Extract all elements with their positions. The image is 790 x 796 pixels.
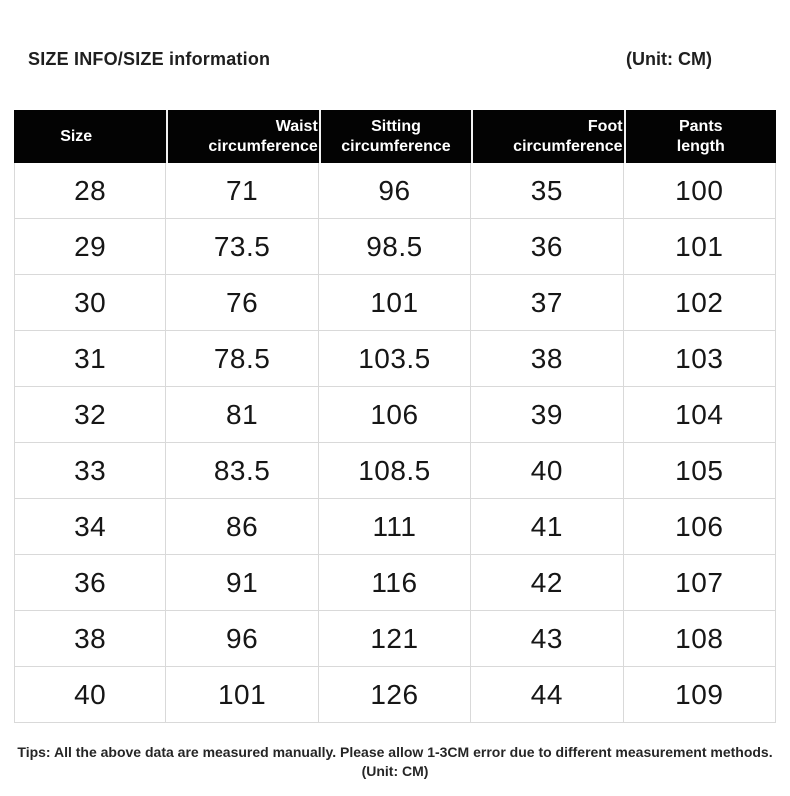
table-row: 31 78.5 103.5 38 103 bbox=[14, 331, 776, 387]
table-cell: 103.5 bbox=[318, 331, 472, 387]
table-cell: 31 bbox=[14, 331, 167, 387]
table-cell: 106 bbox=[623, 499, 776, 555]
unit-label-bottom: (Unit: CM) bbox=[361, 763, 429, 779]
table-cell: 42 bbox=[471, 555, 624, 611]
table-cell: 39 bbox=[471, 387, 624, 443]
table-cell: 32 bbox=[14, 387, 167, 443]
table-cell: 91 bbox=[166, 555, 319, 611]
table-cell: 73.5 bbox=[166, 219, 319, 275]
table-cell: 86 bbox=[166, 499, 319, 555]
table-cell: 71 bbox=[166, 163, 319, 219]
table-row: 28 71 96 35 100 bbox=[14, 163, 776, 219]
unit-label-top: (Unit: CM) bbox=[626, 49, 712, 69]
table-cell: 101 bbox=[623, 219, 776, 275]
table-cell: 40 bbox=[14, 667, 167, 723]
column-header-waist-circumference: Waist circumference bbox=[166, 110, 319, 163]
table-cell: 30 bbox=[14, 275, 167, 331]
table-row: 29 73.5 98.5 36 101 bbox=[14, 219, 776, 275]
column-header-foot-circumference: Foot circumference bbox=[471, 110, 624, 163]
table-cell: 28 bbox=[14, 163, 167, 219]
table-row: 36 91 116 42 107 bbox=[14, 555, 776, 611]
table-cell: 109 bbox=[623, 667, 776, 723]
column-header-pants-length: Pants length bbox=[623, 110, 776, 163]
table-cell: 43 bbox=[471, 611, 624, 667]
table-cell: 33 bbox=[14, 443, 167, 499]
table-cell: 98.5 bbox=[318, 219, 472, 275]
table-cell: 108 bbox=[623, 611, 776, 667]
tips-text: Tips: All the above data are measured ma… bbox=[17, 744, 773, 760]
table-cell: 76 bbox=[166, 275, 319, 331]
table-cell: 83.5 bbox=[166, 443, 319, 499]
table-row: 38 96 121 43 108 bbox=[14, 611, 776, 667]
table-cell: 106 bbox=[318, 387, 472, 443]
table-cell: 44 bbox=[471, 667, 624, 723]
table-row: 34 86 111 41 106 bbox=[14, 499, 776, 555]
table-cell: 40 bbox=[471, 443, 624, 499]
table-cell: 108.5 bbox=[318, 443, 472, 499]
table-header-row: Size Waist circumference Sitting circumferen… bbox=[14, 110, 776, 163]
footer-tips: Tips: All the above data are measured ma… bbox=[0, 743, 790, 781]
table-header: Size Waist circumference Sitting circumferen… bbox=[14, 110, 776, 163]
table-cell: 101 bbox=[318, 275, 472, 331]
column-header-sitting-circumference: Sitting circumference bbox=[318, 110, 472, 163]
table-cell: 107 bbox=[623, 555, 776, 611]
page-header: SIZE INFO/SIZE information (Unit: CM) bbox=[0, 0, 790, 71]
column-header-size: Size bbox=[14, 110, 167, 163]
table-cell: 38 bbox=[14, 611, 167, 667]
table-cell: 104 bbox=[623, 387, 776, 443]
table-cell: 36 bbox=[471, 219, 624, 275]
table-cell: 81 bbox=[166, 387, 319, 443]
table-cell: 41 bbox=[471, 499, 624, 555]
size-table: Size Waist circumference Sitting circumferen… bbox=[14, 110, 776, 723]
table-cell: 101 bbox=[166, 667, 319, 723]
table-cell: 111 bbox=[318, 499, 472, 555]
table-cell: 78.5 bbox=[166, 331, 319, 387]
table-cell: 96 bbox=[318, 163, 472, 219]
table-row: 40 101 126 44 109 bbox=[14, 667, 776, 723]
table-cell: 116 bbox=[318, 555, 472, 611]
table-row: 30 76 101 37 102 bbox=[14, 275, 776, 331]
table-cell: 96 bbox=[166, 611, 319, 667]
table-cell: 29 bbox=[14, 219, 167, 275]
table-cell: 102 bbox=[623, 275, 776, 331]
table-cell: 34 bbox=[14, 499, 167, 555]
table-cell: 36 bbox=[14, 555, 167, 611]
table-row: 33 83.5 108.5 40 105 bbox=[14, 443, 776, 499]
table-row: 32 81 106 39 104 bbox=[14, 387, 776, 443]
page-title: SIZE INFO/SIZE information bbox=[28, 49, 271, 69]
table-body: 28 71 96 35 100 29 73.5 98.5 36 101 30 76 101 37 102 31… bbox=[14, 163, 776, 723]
table-cell: 37 bbox=[471, 275, 624, 331]
table-cell: 38 bbox=[471, 331, 624, 387]
table-cell: 126 bbox=[318, 667, 472, 723]
table-cell: 35 bbox=[471, 163, 624, 219]
table-cell: 103 bbox=[623, 331, 776, 387]
table-cell: 105 bbox=[623, 443, 776, 499]
table-cell: 100 bbox=[623, 163, 776, 219]
table-cell: 121 bbox=[318, 611, 472, 667]
